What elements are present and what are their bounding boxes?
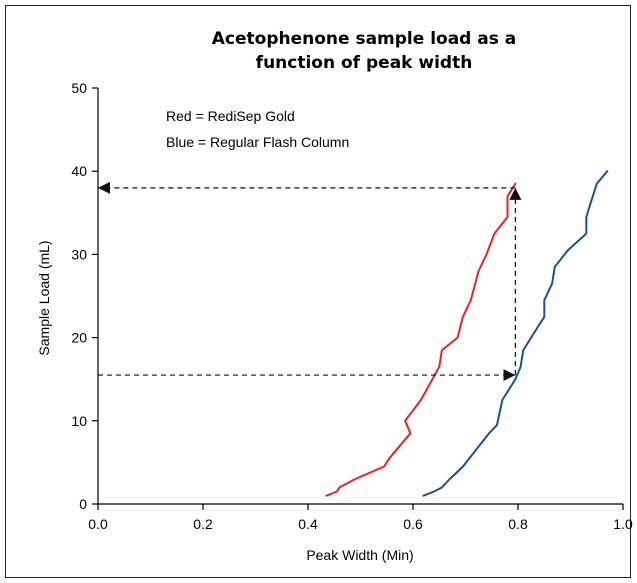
x-tick-label: 0.0	[88, 516, 108, 532]
chart-title-line-2: function of peak width	[256, 53, 473, 73]
x-tick-label: 0.2	[193, 516, 213, 532]
y-tick-label: 50	[71, 80, 87, 96]
y-tick-label: 20	[71, 330, 87, 346]
x-tick-label: 0.8	[508, 516, 528, 532]
chart-frame	[5, 5, 631, 578]
y-tick-label: 30	[71, 246, 87, 262]
series-layer	[325, 170, 609, 497]
y-tick-label: 0	[79, 496, 87, 512]
x-axis-label: Peak Width (Min)	[306, 547, 413, 563]
y-axis-label: Sample Load (mL)	[36, 240, 52, 355]
series-line-2	[422, 170, 609, 497]
legend-line-blue: Blue = Regular Flash Column	[166, 134, 349, 150]
annotation-layer	[98, 181, 522, 382]
series-line-1	[325, 182, 517, 497]
y-tick-label: 10	[71, 413, 87, 429]
axes	[97, 88, 623, 505]
x-tick-label: 0.6	[403, 516, 423, 532]
ticks: 0.0 0.2 0.4 0.6 0.8 1.0 0 10 20 30 40 50	[71, 80, 633, 532]
y-tick-label: 40	[71, 163, 87, 179]
legend-line-red: Red = RediSep Gold	[166, 108, 295, 124]
chart-title-line-1: Acetophenone sample load as a	[212, 29, 517, 49]
x-tick-label: 1.0	[613, 516, 633, 532]
x-tick-label: 0.4	[298, 516, 318, 532]
